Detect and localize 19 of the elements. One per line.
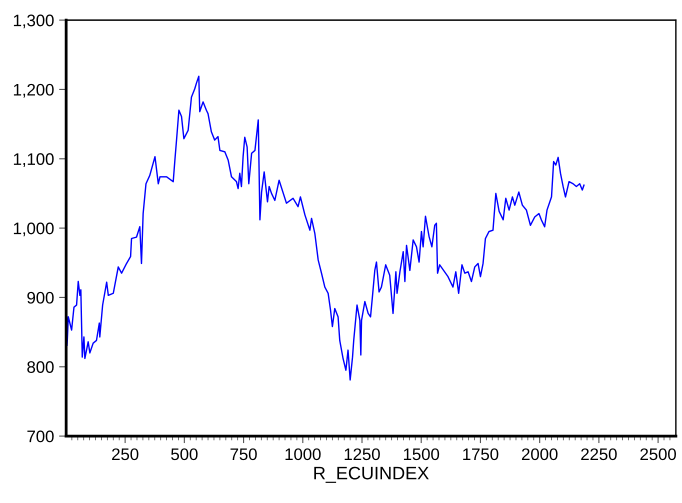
line-series [66, 76, 585, 381]
x-tick-label: 750 [230, 448, 257, 460]
x-tick-label: 1750 [463, 448, 498, 460]
x-tick-label: 250 [112, 448, 138, 460]
x-tick-label: 2250 [581, 448, 617, 460]
x-axis-title: R_ECUINDEX [314, 466, 429, 483]
y-tick-label: 1,200 [14, 84, 54, 98]
x-tick-label: 1000 [286, 448, 321, 460]
y-tick-label: 1,000 [14, 222, 54, 236]
x-tick-label: 1500 [404, 448, 440, 460]
x-tick-label: 2000 [522, 448, 558, 460]
y-tick-label: 1,100 [14, 153, 54, 167]
y-tick-label: 800 [27, 361, 54, 373]
y-tick-label: 900 [27, 292, 54, 304]
x-tick-label: 500 [171, 448, 198, 460]
x-tick-label: 1250 [344, 448, 380, 460]
x-tick-label: 2500 [640, 448, 676, 460]
y-tick-label: 700 [27, 430, 54, 442]
y-tick-label: 1,300 [14, 14, 54, 28]
